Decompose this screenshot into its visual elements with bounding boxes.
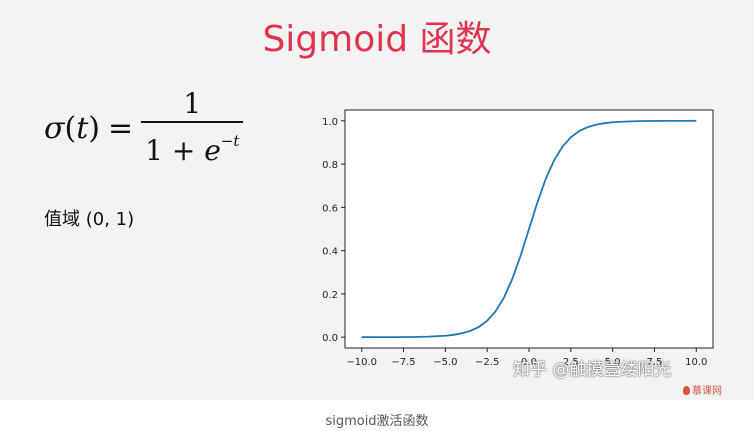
x-tick-label: −7.5 <box>391 357 415 368</box>
x-tick-label: 0.0 <box>521 357 537 368</box>
x-tick-label: −5.0 <box>433 357 457 368</box>
y-tick-label: 0.6 <box>322 203 338 214</box>
brand-logo: 慕课网 <box>683 382 722 397</box>
y-tick-label: 1.0 <box>322 117 338 128</box>
formula-arg: t <box>76 110 89 146</box>
watermark: 知乎 @触摸壹缕阳光 <box>513 360 672 380</box>
y-tick-label: 0.2 <box>322 290 338 301</box>
denominator-e: e <box>204 134 221 167</box>
range-label: 值域 (0, 1) <box>44 209 135 230</box>
x-tick-label: 10.0 <box>685 357 707 368</box>
formula-equals: = <box>107 110 134 146</box>
x-tick-label: −2.5 <box>475 357 499 368</box>
y-tick-label: 0.8 <box>322 160 338 171</box>
chart-svg: 0.0 0.2 0.4 0.6 0.8 1.0 −10.0 −7.5 −5.0 −2.5 0.0 2… <box>322 109 714 368</box>
figure-caption: sigmoid激活函数 <box>325 414 429 429</box>
formula-numerator: 1 <box>183 87 202 120</box>
formula-fraction: 1 1 + e−t <box>141 87 244 169</box>
x-tick-label: 7.5 <box>647 357 663 368</box>
x-tick-label: 2.5 <box>563 357 579 368</box>
sigmoid-curve <box>361 119 697 339</box>
formula-lhs: σ(t) <box>44 110 100 146</box>
brand-name: 慕课网 <box>692 386 722 397</box>
denominator-base: 1 + <box>145 134 205 167</box>
x-tick-label: −10.0 <box>346 357 377 368</box>
y-tick-label: 0.0 <box>322 333 338 344</box>
fraction-bar <box>141 121 244 123</box>
y-axis-ticks: 0.0 0.2 0.4 0.6 0.8 1.0 <box>322 117 345 344</box>
sigmoid-formula: σ(t) = 1 1 + e−t <box>44 87 244 169</box>
slide: Sigmoid 函数 σ(t) = 1 1 + e−t 值域 (0, 1) 0.… <box>0 0 754 400</box>
sigmoid-chart: 0.0 0.2 0.4 0.6 0.8 1.0 −10.0 −7.5 −5.0 −2.5 0.0 2… <box>300 100 740 390</box>
x-axis-ticks: −10.0 −7.5 −5.0 −2.5 0.0 2.5 5.0 7.5 10.0 <box>346 348 707 368</box>
slide-title: Sigmoid 函数 <box>262 19 492 60</box>
x-tick-label: 5.0 <box>605 357 621 368</box>
flame-icon <box>683 386 690 395</box>
formula-sigma: σ <box>44 110 65 146</box>
formula-denominator: 1 + e−t <box>141 123 243 169</box>
y-tick-label: 0.4 <box>322 247 338 258</box>
denominator-exponent: −t <box>220 132 240 150</box>
